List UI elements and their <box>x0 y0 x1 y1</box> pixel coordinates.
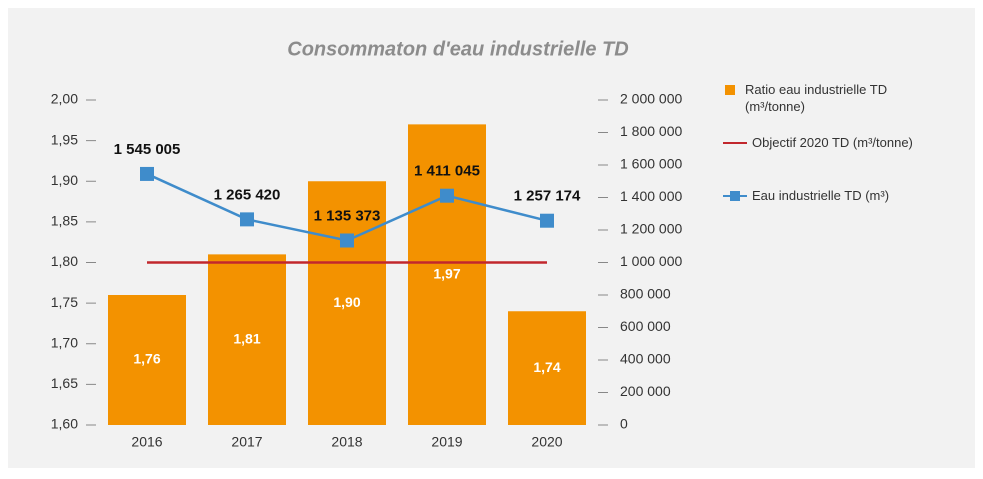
bar-value-label: 1,76 <box>133 351 160 367</box>
y2-tick-label: 1 200 000 <box>620 221 682 237</box>
legend-marker <box>725 85 735 95</box>
bar <box>108 295 186 425</box>
y2-tick-label: 1 600 000 <box>620 156 682 172</box>
bar <box>208 254 286 425</box>
y-tick-label: 1,65 <box>51 375 78 391</box>
bar-value-label: 1,81 <box>233 330 260 346</box>
line-marker <box>240 212 254 227</box>
legend-entry: Ratio eau industrielle TD (m³/tonne) <box>745 82 888 114</box>
y-tick-label: 2,00 <box>51 91 78 107</box>
x-tick-label: 2017 <box>231 434 262 450</box>
y2-tick-label: 1 000 000 <box>620 253 682 269</box>
line-value-label: 1 265 420 <box>214 186 281 203</box>
y2-tick-label: 1 400 000 <box>620 188 682 204</box>
y2-tick-label: 200 000 <box>620 383 671 399</box>
line-marker <box>440 188 454 203</box>
x-tick-label: 2018 <box>331 434 362 450</box>
x-tick-label: 2020 <box>531 434 562 450</box>
chart-title: Consommaton d'eau industrielle TD <box>287 38 628 60</box>
x-tick-label: 2016 <box>131 434 162 450</box>
bar <box>508 311 586 425</box>
line-value-label: 1 135 373 <box>314 207 381 224</box>
bar-value-label: 1,90 <box>333 294 360 310</box>
y2-tick-label: 400 000 <box>620 351 671 367</box>
line-value-label: 1 257 174 <box>514 188 581 205</box>
line-value-label: 1 411 045 <box>414 163 480 180</box>
legend-entry: Objectif 2020 TD (m³/tonne) <box>752 135 913 150</box>
y-tick-label: 1,60 <box>51 416 78 432</box>
y-tick-label: 1,75 <box>51 294 78 310</box>
legend-marker <box>730 191 740 201</box>
legend-entry: Eau industrielle TD (m³) <box>752 188 890 203</box>
line-marker <box>540 213 554 228</box>
line-value-label: 1 545 005 <box>114 141 181 158</box>
y-tick-label: 1,80 <box>51 253 78 269</box>
y2-tick-label: 0 <box>620 416 628 432</box>
y2-tick-label: 800 000 <box>620 286 671 302</box>
y-tick-label: 1,90 <box>51 172 78 188</box>
y-tick-label: 1,95 <box>51 131 78 147</box>
x-tick-label: 2019 <box>431 434 462 450</box>
y2-tick-label: 2 000 000 <box>620 91 682 107</box>
line-marker <box>140 166 154 181</box>
y-tick-label: 1,85 <box>51 213 78 229</box>
bar-value-label: 1,74 <box>533 359 560 375</box>
bar <box>408 124 486 425</box>
bar <box>308 181 386 425</box>
y2-tick-label: 1 800 000 <box>620 123 682 139</box>
y2-tick-label: 600 000 <box>620 318 671 334</box>
bar-value-label: 1,97 <box>433 265 460 281</box>
line-marker <box>340 233 354 248</box>
y-tick-label: 1,70 <box>51 334 78 350</box>
